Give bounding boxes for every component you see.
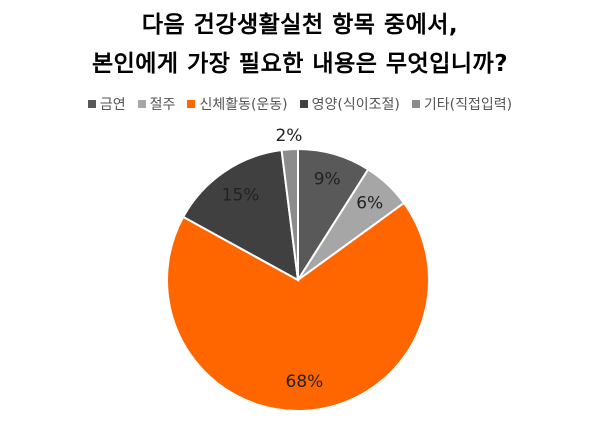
legend-label: 영양(식이조절): [311, 97, 400, 113]
legend-swatch: [87, 100, 96, 108]
pie-data-label: 2%: [275, 126, 302, 146]
legend-swatch: [137, 100, 146, 108]
pie-slice-nutrition: [181, 148, 300, 282]
chart-legend: 금연 절주 신체활동(운동) 영양(식이조절) 기타(직접입력): [0, 94, 600, 114]
pie-data-label: 6%: [356, 194, 383, 214]
pie-data-label: 9%: [314, 169, 341, 189]
pie-labels: 9% 6% 68% 15% 2%: [222, 126, 384, 392]
pie-data-label: 68%: [286, 372, 324, 392]
legend-label: 신체활동(운동): [199, 97, 288, 113]
legend-item-moderate-drinking: 절주: [137, 94, 176, 114]
pie-data-label: 15%: [222, 185, 260, 205]
legend-label: 금연: [99, 97, 126, 113]
chart-title-line-2: 본인에게 가장 필요한 내용은 무엇입니까?: [91, 51, 509, 77]
legend-item-nutrition: 영양(식이조절): [299, 94, 400, 114]
pie-slices: [166, 147, 430, 412]
legend-label: 절주: [149, 97, 176, 113]
legend-item-other: 기타(직접입력): [411, 94, 513, 114]
legend-item-physical-activity: 신체활동(운동): [187, 94, 288, 114]
legend-swatch: [299, 100, 308, 108]
chart-title-line-1: 다음 건강생활실천 항목 중에서,: [141, 12, 459, 38]
pie-slice-other: [280, 147, 299, 281]
legend-label: 기타(직접입력): [423, 97, 513, 113]
legend-item-smoking-cessation: 금연: [87, 94, 126, 114]
legend-swatch: [187, 100, 196, 108]
legend-swatch: [411, 100, 420, 108]
pie-slice-physical-activity: [166, 201, 430, 412]
